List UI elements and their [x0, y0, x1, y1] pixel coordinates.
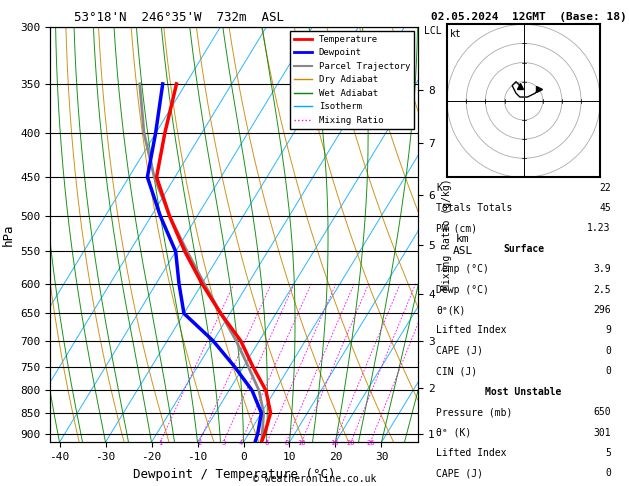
Text: 3.9: 3.9	[593, 264, 611, 274]
Text: Lifted Index: Lifted Index	[437, 326, 507, 335]
Title: 53°18'N  246°35'W  732m  ASL: 53°18'N 246°35'W 732m ASL	[74, 11, 284, 24]
Text: 2.5: 2.5	[593, 285, 611, 295]
Text: Surface: Surface	[503, 244, 544, 254]
Text: θᵉ(K): θᵉ(K)	[437, 305, 466, 315]
Text: CAPE (J): CAPE (J)	[437, 469, 484, 478]
Text: K: K	[437, 183, 442, 192]
Text: PW (cm): PW (cm)	[437, 224, 477, 233]
Text: Temp (°C): Temp (°C)	[437, 264, 489, 274]
Text: 3: 3	[221, 440, 225, 447]
Text: Pressure (mb): Pressure (mb)	[437, 407, 513, 417]
Text: Most Unstable: Most Unstable	[486, 387, 562, 397]
Text: 45: 45	[599, 203, 611, 213]
Text: θᵉ (K): θᵉ (K)	[437, 428, 472, 437]
Text: 0: 0	[605, 346, 611, 356]
Text: LCL: LCL	[424, 26, 442, 36]
Text: 0: 0	[605, 469, 611, 478]
Text: 5: 5	[605, 448, 611, 458]
Text: CIN (J): CIN (J)	[437, 366, 477, 376]
Text: 8: 8	[284, 440, 288, 447]
Text: 02.05.2024  12GMT  (Base: 18): 02.05.2024 12GMT (Base: 18)	[431, 12, 626, 22]
Text: 0: 0	[605, 366, 611, 376]
Text: 10: 10	[297, 440, 306, 447]
Text: 4: 4	[239, 440, 243, 447]
Text: CAPE (J): CAPE (J)	[437, 346, 484, 356]
Text: 6: 6	[265, 440, 269, 447]
Text: 16: 16	[330, 440, 339, 447]
Text: 22: 22	[599, 183, 611, 192]
Text: Dewp (°C): Dewp (°C)	[437, 285, 489, 295]
Legend: Temperature, Dewpoint, Parcel Trajectory, Dry Adiabat, Wet Adiabat, Isotherm, Mi: Temperature, Dewpoint, Parcel Trajectory…	[290, 31, 414, 129]
Text: 1: 1	[158, 440, 162, 447]
Text: 650: 650	[593, 407, 611, 417]
Text: 296: 296	[593, 305, 611, 315]
Text: Lifted Index: Lifted Index	[437, 448, 507, 458]
Y-axis label: hPa: hPa	[2, 223, 15, 246]
X-axis label: Dewpoint / Temperature (°C): Dewpoint / Temperature (°C)	[133, 468, 335, 481]
Text: 2: 2	[197, 440, 201, 447]
Text: Mixing Ratio (g/kg): Mixing Ratio (g/kg)	[442, 179, 452, 290]
Text: 20: 20	[347, 440, 355, 447]
Y-axis label: km
ASL: km ASL	[452, 235, 472, 256]
Text: 9: 9	[605, 326, 611, 335]
Text: 1.23: 1.23	[587, 224, 611, 233]
Text: kt: kt	[450, 29, 462, 39]
Text: 301: 301	[593, 428, 611, 437]
Text: © weatheronline.co.uk: © weatheronline.co.uk	[253, 473, 376, 484]
Text: 26: 26	[366, 440, 375, 447]
Text: Totals Totals: Totals Totals	[437, 203, 513, 213]
